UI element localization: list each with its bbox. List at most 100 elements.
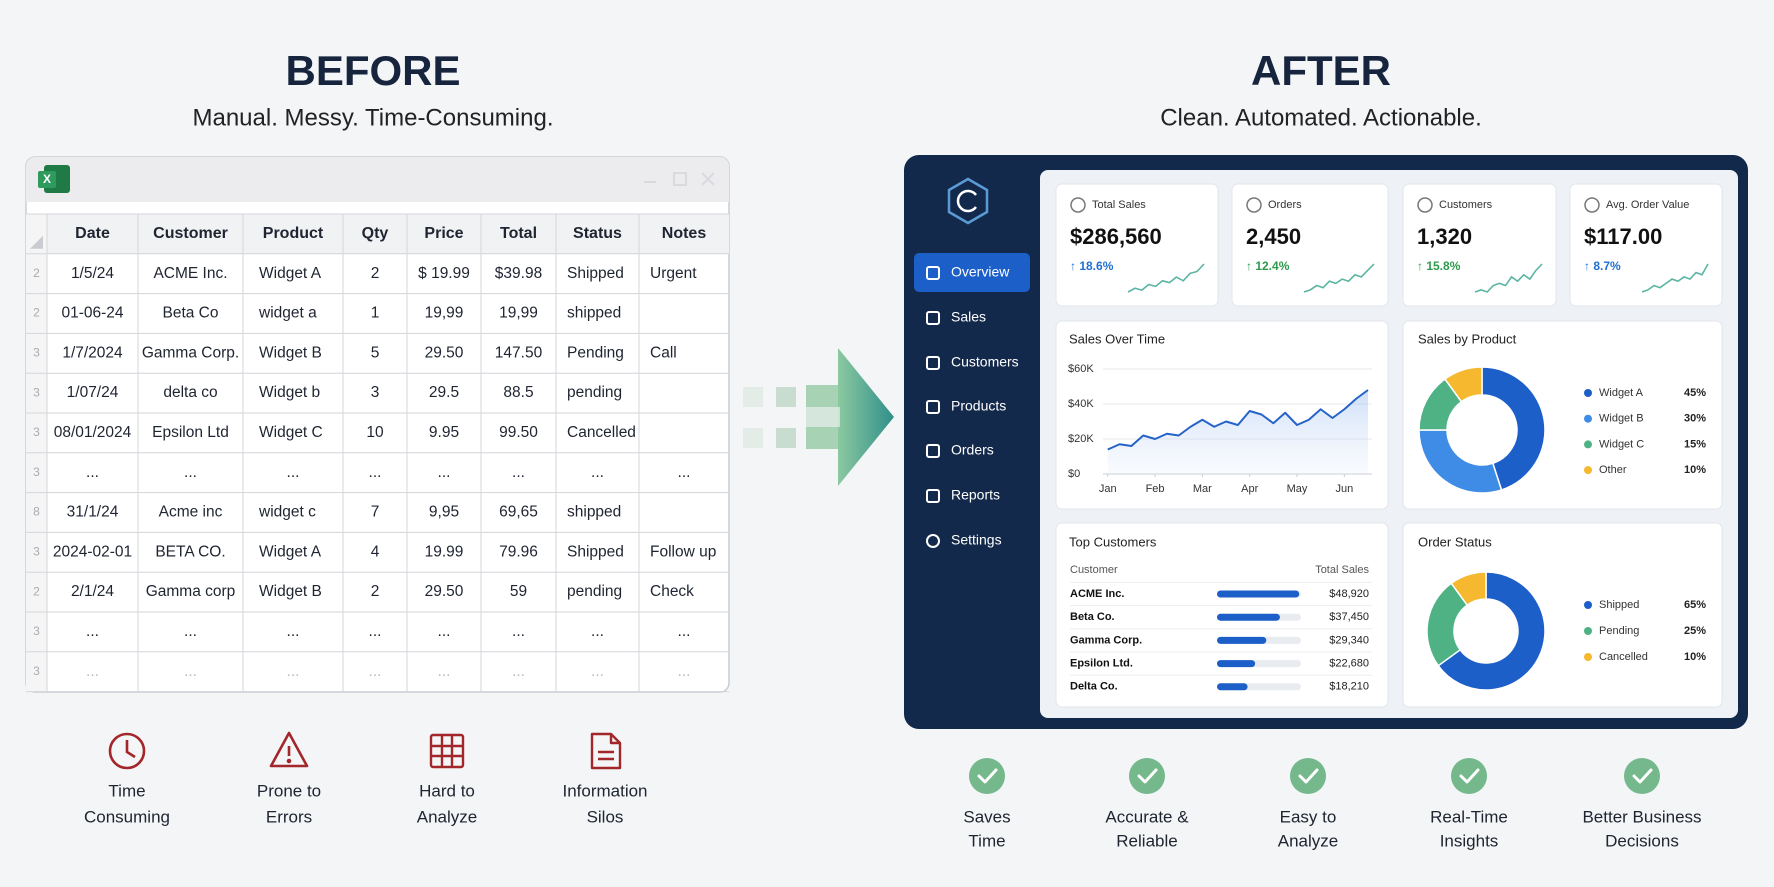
bar-value: $22,680 <box>1329 658 1369 670</box>
cell: 1 <box>371 305 380 322</box>
cell: 9.95 <box>429 424 459 441</box>
check-circle <box>969 758 1005 794</box>
y-tick-label: $60K <box>1068 363 1094 375</box>
row-number: 3 <box>33 544 40 558</box>
cell: ... <box>184 623 197 640</box>
benefit-label: Analyze <box>1278 831 1338 850</box>
logo <box>947 177 989 225</box>
pain-point-label: Analyze <box>417 807 477 826</box>
row-number: 3 <box>33 465 40 479</box>
cell: ... <box>184 464 197 481</box>
nav-icon <box>926 356 940 370</box>
card <box>1569 183 1723 307</box>
cell: ACME Inc. <box>153 265 227 282</box>
benefit-label: Better Business <box>1582 807 1701 826</box>
check-circle <box>1129 758 1165 794</box>
x-tick-label: Jan <box>1099 483 1117 495</box>
legend-label: Widget C <box>1599 438 1644 450</box>
cell: 19.99 <box>425 543 464 560</box>
legend-value: 25% <box>1684 625 1706 637</box>
cell: ... <box>512 623 525 640</box>
cell: 9,95 <box>429 504 459 521</box>
legend-value: 10% <box>1684 651 1706 663</box>
bar <box>1217 636 1267 644</box>
kpi-label: Customers <box>1439 199 1493 211</box>
card <box>1402 183 1557 307</box>
cell: BETA CO. <box>155 543 225 560</box>
column-header: Total Sales <box>1315 564 1369 576</box>
customer-name: Gamma Corp. <box>1070 634 1142 646</box>
header-row <box>26 214 729 254</box>
check-circle <box>1290 758 1326 794</box>
cell: 31/1/24 <box>67 504 119 521</box>
pain-point-label: Time <box>108 781 145 800</box>
cell: pending <box>567 583 622 600</box>
column-header: Total <box>500 225 537 242</box>
cell: ... <box>287 663 300 680</box>
cell: shipped <box>567 504 621 521</box>
nav-icon <box>926 534 940 548</box>
legend-dot <box>1584 389 1592 397</box>
kpi-value: 2,450 <box>1246 224 1301 249</box>
cell: Gamma corp <box>146 583 236 600</box>
cell: Shipped <box>567 265 624 282</box>
customer-name: Delta Co. <box>1070 681 1118 693</box>
cell: Cancelled <box>567 424 636 441</box>
legend-label: Shipped <box>1599 599 1639 611</box>
cell: 2 <box>371 265 380 282</box>
cell: Follow up <box>650 543 716 560</box>
customer-name: ACME Inc. <box>1070 588 1124 600</box>
y-tick-label: $40K <box>1068 398 1094 410</box>
row-number: 3 <box>33 385 40 399</box>
cell: ... <box>184 663 197 680</box>
cell: ... <box>86 464 99 481</box>
benefit-label: Real-Time <box>1430 807 1508 826</box>
donut-slice <box>1450 571 1487 607</box>
x-tick-label: Feb <box>1146 483 1165 495</box>
legend-label: Widget B <box>1599 413 1644 425</box>
row-number: 3 <box>33 345 40 359</box>
kpi-change: ↑ 8.7% <box>1584 259 1621 273</box>
column-header: Customer <box>153 225 228 242</box>
title-bar <box>26 157 729 202</box>
cell: 99.50 <box>499 424 538 441</box>
nav-item: Orders <box>951 442 994 458</box>
check-mark <box>1137 768 1158 784</box>
cell: 19,99 <box>425 305 464 322</box>
column-header: Qty <box>362 225 389 242</box>
chart-title: Top Customers <box>1069 534 1157 549</box>
check-mark <box>1459 768 1480 784</box>
nav-icon <box>926 400 940 414</box>
cell: Widget A <box>259 265 322 282</box>
row-number: 3 <box>33 664 40 678</box>
bar-value: $18,210 <box>1329 681 1369 693</box>
pain-point-label: Errors <box>266 807 312 826</box>
cell: 19,99 <box>499 305 538 322</box>
donut-slice <box>1481 366 1546 491</box>
benefit-label: Time <box>968 831 1005 850</box>
x-tick-label: Mar <box>1193 483 1212 495</box>
check-circle <box>1451 758 1487 794</box>
cell: Check <box>650 583 694 600</box>
kpi-change: ↑ 18.6% <box>1070 259 1114 273</box>
cell: Gamma Corp. <box>142 344 239 361</box>
kpi-icon <box>1070 197 1086 213</box>
nav-icon <box>926 444 940 458</box>
grid-icon <box>429 733 465 769</box>
row-number: 2 <box>33 584 40 598</box>
pain-point-label: Prone to <box>257 781 321 800</box>
line <box>1107 389 1369 451</box>
cell: ... <box>591 464 604 481</box>
nav-item: Sales <box>951 309 986 325</box>
cell: ... <box>512 663 525 680</box>
excel-icon: X <box>38 165 70 193</box>
y-tick-label: $0 <box>1068 468 1080 480</box>
check-mark <box>1632 768 1653 784</box>
cell: ... <box>369 464 382 481</box>
nav-item: Products <box>951 398 1006 414</box>
benefit-label: Decisions <box>1605 831 1679 850</box>
cell: ... <box>512 464 525 481</box>
check-circle <box>1624 758 1660 794</box>
cell: Pending <box>567 344 624 361</box>
cell: Widget C <box>259 424 323 441</box>
